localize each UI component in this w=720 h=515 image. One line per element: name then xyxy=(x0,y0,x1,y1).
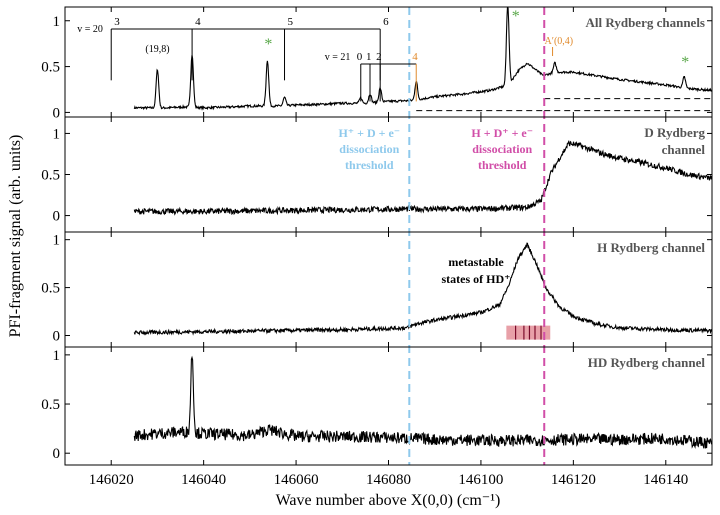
x-axis-label: Wave number above X(0,0) (cm⁻¹) xyxy=(276,492,501,509)
ytick-label: 0.5 xyxy=(41,60,60,76)
trace-0 xyxy=(133,7,712,111)
threshold-label-magenta: H + D⁺ + e⁻ xyxy=(471,126,533,140)
ytick-label: 0 xyxy=(53,329,61,345)
panel-label-1: D Rydberg xyxy=(644,125,705,140)
v20-level-label: 4 xyxy=(195,16,201,28)
metastable-band xyxy=(506,325,551,340)
ytick-label: 0 xyxy=(53,209,61,225)
threshold-label-magenta: threshold xyxy=(478,158,527,172)
xtick-label: 146140 xyxy=(643,472,688,488)
threshold-label-blue: H⁺ + D + e⁻ xyxy=(338,126,400,140)
ytick-label: 0.5 xyxy=(41,397,60,413)
xtick-label: 146120 xyxy=(551,472,596,488)
star-marker: * xyxy=(264,36,272,53)
panel-0-plot xyxy=(133,7,712,112)
threshold-lines xyxy=(408,7,546,465)
ytick-label: 0 xyxy=(53,105,61,121)
v20-level-label: 6 xyxy=(383,16,389,28)
trace-2 xyxy=(133,242,712,336)
panel-label-3: HD Rydberg channel xyxy=(588,355,706,370)
trace-3 xyxy=(133,355,712,449)
star-marker: * xyxy=(681,54,689,71)
ytick-label: 0.5 xyxy=(41,281,60,297)
v20-level-label: 3 xyxy=(114,16,120,28)
y-axis-label: PFI-fragment signal (arb. units) xyxy=(7,135,24,338)
panel-2-plot xyxy=(133,242,712,340)
v21-level-label: 4 xyxy=(412,51,418,63)
xtick-label: 146080 xyxy=(366,472,411,488)
metastable-label: metastable xyxy=(448,255,504,269)
v20-level-label: 5 xyxy=(288,16,294,28)
panel-label-1: channel xyxy=(662,142,706,157)
threshold-label-blue: threshold xyxy=(345,158,394,172)
v21-level-label: 0 xyxy=(357,51,363,63)
ytick-label: 1 xyxy=(53,233,61,249)
threshold-label-magenta: dissociation xyxy=(472,142,532,156)
v20-label: v = 20 xyxy=(77,24,103,35)
ytick-label: 0 xyxy=(53,446,61,462)
v21-label: v = 21 xyxy=(325,52,351,63)
v21-level-label: 1 xyxy=(366,51,372,63)
trace-1 xyxy=(133,140,712,216)
xtick-label: 146020 xyxy=(89,472,134,488)
ytick-label: 0.5 xyxy=(41,168,60,184)
panel-label-2: H Rydberg channel xyxy=(597,240,705,255)
threshold-label-blue: dissociation xyxy=(339,142,399,156)
perturber-label: (19,8) xyxy=(145,44,169,55)
metastable-label: states of HD⁺ xyxy=(442,272,511,286)
xtick-label: 146040 xyxy=(181,472,226,488)
panel-1-plot xyxy=(133,140,712,216)
panels-layer xyxy=(133,7,712,449)
ytick-label: 1 xyxy=(53,348,61,364)
v21-level-label: 2 xyxy=(376,51,382,63)
a-state-label: A′(0,4) xyxy=(545,36,574,47)
labels-layer: All Rydberg channels 3 4 5 6 v = 20 0 1 2 4 v = 21… xyxy=(77,8,705,370)
ytick-label: 1 xyxy=(53,126,61,142)
xtick-label: 146060 xyxy=(274,472,319,488)
panel-label-0: All Rydberg channels xyxy=(586,15,705,30)
panel-3-plot xyxy=(133,355,712,449)
ytick-label: 1 xyxy=(53,14,61,30)
star-marker: * xyxy=(512,8,520,25)
xtick-label: 146100 xyxy=(458,472,503,488)
